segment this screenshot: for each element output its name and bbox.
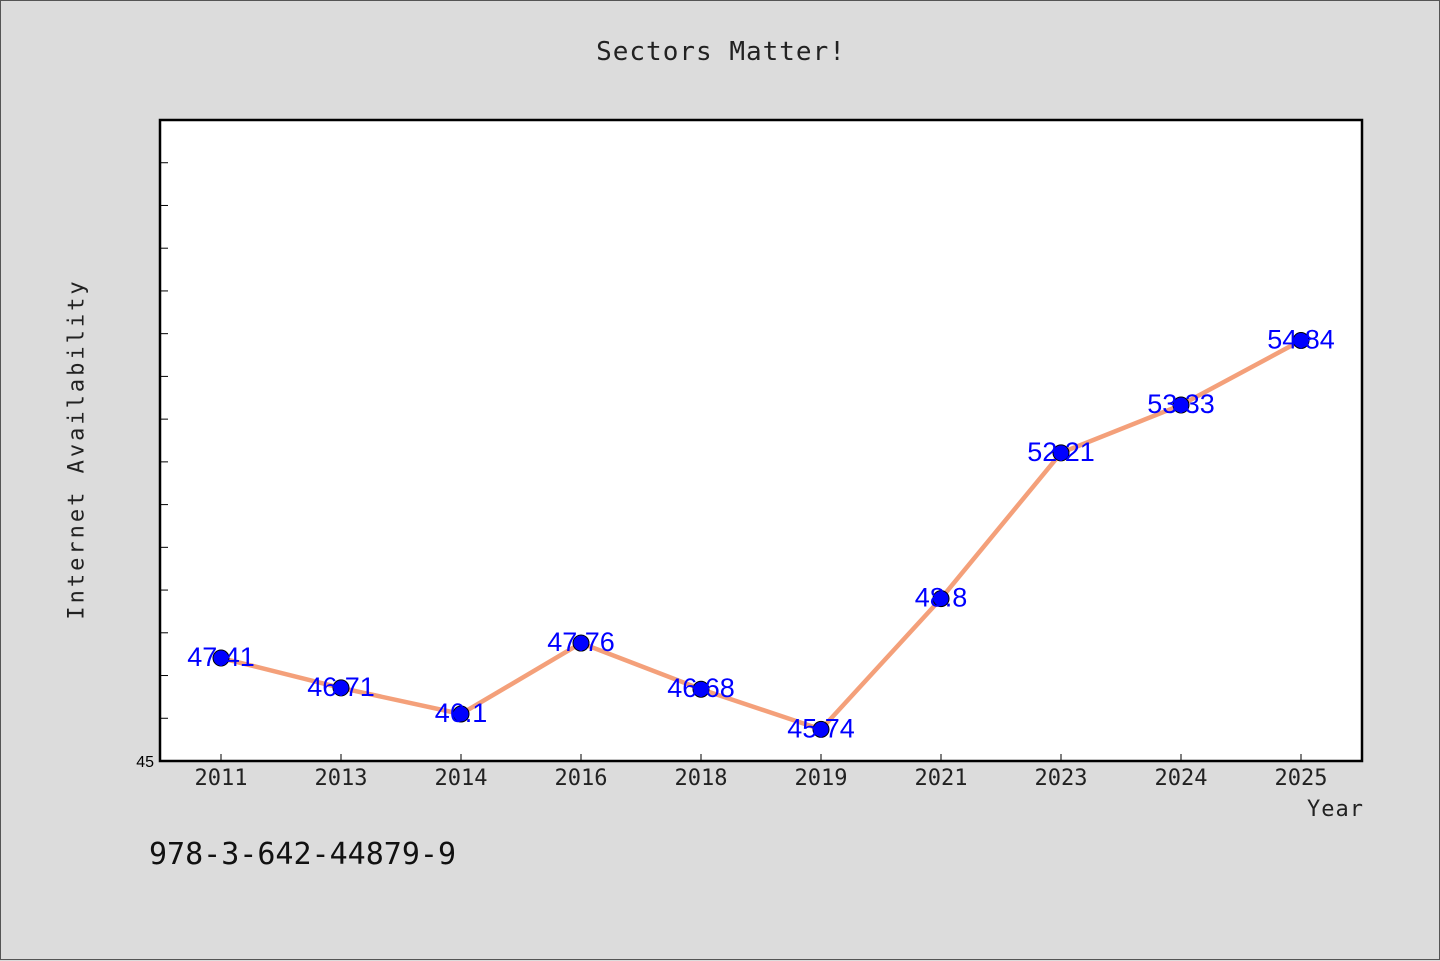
data-point [572, 634, 590, 652]
x-tick-label: 2025 [1275, 766, 1328, 791]
data-label: 46.68 [667, 673, 735, 703]
data-label: 45.74 [787, 713, 855, 743]
y-tick-label: 45 [136, 754, 154, 771]
x-tick-label: 2021 [915, 766, 968, 791]
plot-area [158, 118, 1364, 763]
data-label: 48.8 [915, 583, 968, 613]
x-tick-label: 2023 [1035, 766, 1088, 791]
data-point [1052, 444, 1070, 462]
x-tick-label: 2011 [195, 766, 248, 791]
chart-title: Sectors Matter! [596, 37, 846, 67]
data-label: 46.1 [435, 698, 488, 728]
series-line-group [220, 338, 1303, 732]
data-point [932, 590, 950, 608]
data-point [692, 680, 710, 698]
x-tick-label: 2013 [315, 766, 368, 791]
x-tick-label: 2016 [555, 766, 608, 791]
data-point [812, 720, 830, 738]
x-tick-label: 2024 [1155, 766, 1208, 791]
x-axis-ticks: 2011 2013 2014 2016 2018 2019 2021 2023 2024 2025 [195, 754, 1328, 791]
series-line [220, 338, 1303, 732]
data-label: 47.76 [547, 627, 615, 657]
x-tick-label: 2019 [795, 766, 848, 791]
data-point [1292, 332, 1310, 350]
x-tick-label: 2018 [675, 766, 728, 791]
data-label: 54.84 [1267, 325, 1335, 355]
data-point [452, 705, 470, 723]
isbn-code: 978-3-642-44879-9 [149, 837, 457, 872]
data-point [212, 649, 230, 667]
x-tick-label: 2014 [435, 766, 488, 791]
markers-group [212, 332, 1310, 738]
data-label: 52.21 [1027, 437, 1095, 467]
data-label: 46.71 [307, 672, 375, 702]
data-labels-group: 47.41 46.71 46.1 47.76 46.68 45.74 48.8 52.21 53… [187, 325, 1335, 744]
data-point [1172, 396, 1190, 414]
data-point [332, 679, 350, 697]
data-label: 47.41 [187, 642, 255, 672]
y-axis-ticks: 45 [136, 162, 168, 771]
data-label: 53.33 [1147, 389, 1215, 419]
x-axis-label: Year [1307, 797, 1364, 822]
